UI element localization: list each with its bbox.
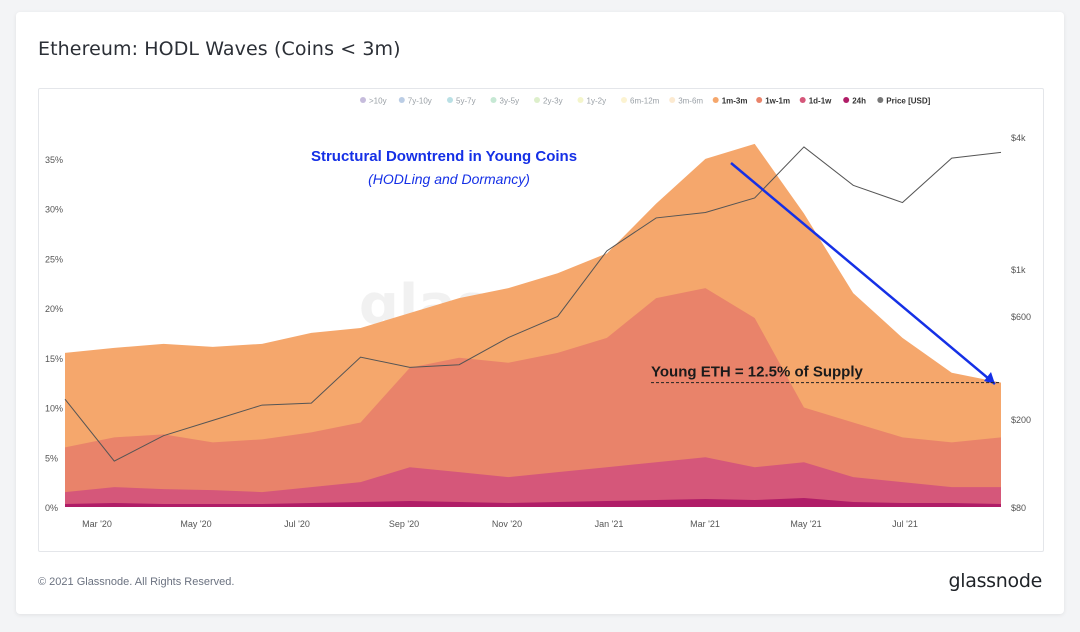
y-tick-label: 0% — [45, 503, 58, 513]
legend-label: 6m-12m — [630, 97, 660, 106]
price-line — [64, 146, 1002, 462]
glassnode-logo: glassnode — [948, 570, 1043, 592]
y-tick-label: 10% — [45, 404, 63, 414]
legend-label: 7y-10y — [408, 97, 432, 106]
legend-label: 1m-3m — [722, 97, 748, 106]
legend-label: 24h — [852, 97, 866, 106]
y-right-tick-label: $600 — [1011, 312, 1031, 322]
y-right-tick-label: $4k — [1011, 133, 1026, 143]
x-tick-label: Mar '20 — [82, 519, 112, 529]
callout-text: Young ETH = 12.5% of Supply — [651, 364, 863, 381]
chart-title: Ethereum: HODL Waves (Coins < 3m) — [38, 38, 401, 60]
legend-dot — [490, 97, 497, 103]
legend-dot — [712, 97, 719, 103]
hodl-waves-chart: glassnode 0%5%10%15%20%25%30%35%$80$200$… — [45, 97, 1031, 530]
area-band-24h — [65, 498, 1001, 507]
legend-dot — [756, 97, 763, 103]
legend-dot — [447, 97, 453, 103]
x-tick-label: Nov '20 — [492, 519, 522, 529]
y-tick-label: 25% — [45, 254, 63, 264]
copyright-text: © 2021 Glassnode. All Rights Reserved. — [38, 576, 235, 588]
legend-dot — [843, 97, 850, 103]
x-tick-label: Mar '21 — [690, 519, 720, 529]
x-tick-label: May '21 — [790, 519, 821, 529]
legend-label: 1w-1m — [765, 97, 790, 106]
legend-dot — [621, 97, 627, 103]
y-tick-label: 35% — [45, 155, 63, 165]
legend-dot — [577, 97, 584, 103]
annotation-headline: Structural Downtrend in Young Coins — [311, 148, 577, 165]
legend-label: 3y-5y — [500, 97, 520, 106]
legend-dot — [360, 97, 366, 103]
x-tick-label: Jul '21 — [892, 519, 918, 529]
legend-dot — [669, 97, 676, 103]
area-band-1w1m — [65, 288, 1001, 507]
legend-label: >10y — [369, 97, 387, 106]
legend-dot — [799, 97, 806, 103]
chart-frame: glassnode 0%5%10%15%20%25%30%35%$80$200$… — [38, 88, 1044, 552]
legend-label: 3m-6m — [678, 97, 703, 106]
x-tick-label: May '20 — [180, 519, 211, 529]
legend-label: Price [USD] — [886, 97, 930, 106]
area-band-1d1w — [65, 457, 1001, 507]
y-right-tick-label: $1k — [1011, 265, 1026, 275]
trend-arrow-line — [730, 162, 996, 385]
legend-label: 1d-1w — [809, 97, 832, 106]
x-tick-label: Jul '20 — [284, 519, 310, 529]
legend-dot — [534, 97, 540, 103]
legend-label: 5y-7y — [456, 97, 476, 106]
y-right-tick-label: $80 — [1011, 503, 1026, 513]
legend-dot — [877, 97, 884, 103]
x-tick-label: Sep '20 — [389, 519, 419, 529]
legend-label: 2y-3y — [543, 97, 563, 106]
legend-label: 1y-2y — [587, 97, 607, 106]
x-tick-label: Jan '21 — [595, 519, 624, 529]
annotation-subline: (HODLing and Dormancy) — [368, 171, 530, 187]
y-right-tick-label: $200 — [1011, 415, 1031, 425]
legend-dot — [398, 97, 405, 103]
trend-arrow-head — [984, 372, 995, 384]
y-tick-label: 5% — [45, 453, 58, 463]
y-tick-label: 30% — [45, 205, 63, 215]
y-tick-label: 15% — [45, 354, 63, 364]
y-tick-label: 20% — [45, 304, 63, 314]
